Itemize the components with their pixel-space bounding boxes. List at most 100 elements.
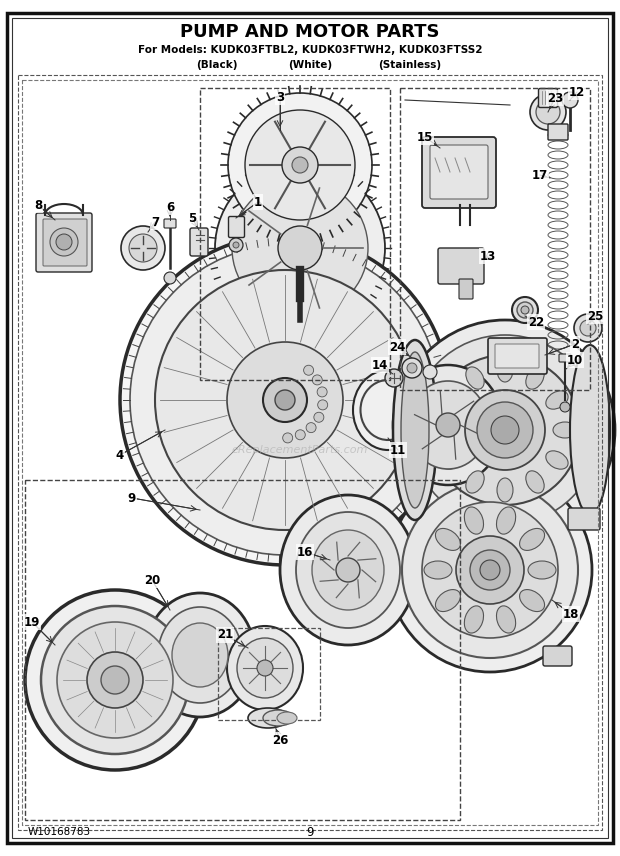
FancyBboxPatch shape — [539, 88, 557, 108]
Circle shape — [521, 306, 529, 314]
Ellipse shape — [401, 352, 429, 508]
FancyBboxPatch shape — [559, 354, 571, 362]
Ellipse shape — [353, 370, 423, 450]
Circle shape — [283, 433, 293, 443]
Bar — [18, 75, 602, 830]
Circle shape — [512, 297, 538, 323]
FancyBboxPatch shape — [36, 213, 92, 272]
Ellipse shape — [280, 495, 416, 645]
Ellipse shape — [497, 358, 513, 382]
Circle shape — [292, 157, 308, 173]
Ellipse shape — [158, 607, 242, 703]
Ellipse shape — [466, 367, 484, 389]
FancyBboxPatch shape — [459, 279, 473, 299]
FancyBboxPatch shape — [430, 145, 488, 199]
Text: 2: 2 — [571, 337, 579, 350]
Ellipse shape — [393, 340, 437, 520]
Circle shape — [395, 320, 615, 540]
Circle shape — [57, 622, 173, 738]
Circle shape — [388, 468, 592, 672]
Ellipse shape — [263, 710, 293, 726]
Ellipse shape — [546, 391, 568, 409]
Ellipse shape — [464, 606, 484, 633]
Circle shape — [314, 413, 324, 422]
Circle shape — [574, 314, 602, 342]
FancyBboxPatch shape — [548, 124, 568, 140]
Circle shape — [402, 482, 578, 658]
Text: 16: 16 — [297, 545, 313, 558]
Ellipse shape — [526, 367, 544, 389]
Circle shape — [560, 402, 570, 412]
Text: 5: 5 — [188, 211, 196, 224]
FancyBboxPatch shape — [43, 219, 87, 266]
Circle shape — [456, 536, 524, 604]
FancyBboxPatch shape — [438, 248, 484, 284]
Text: 9: 9 — [306, 825, 314, 839]
Circle shape — [295, 430, 305, 440]
Text: 6: 6 — [166, 200, 174, 213]
Text: 8: 8 — [34, 199, 42, 211]
Text: 15: 15 — [417, 130, 433, 144]
Circle shape — [317, 387, 327, 397]
FancyBboxPatch shape — [164, 219, 176, 228]
Circle shape — [312, 375, 322, 385]
Circle shape — [480, 560, 500, 580]
Text: 4: 4 — [116, 449, 124, 461]
Circle shape — [229, 238, 243, 252]
Text: 23: 23 — [547, 92, 563, 104]
Bar — [218, 628, 320, 720]
Ellipse shape — [424, 561, 452, 579]
Ellipse shape — [237, 638, 293, 698]
Circle shape — [336, 558, 360, 582]
FancyBboxPatch shape — [190, 228, 208, 256]
FancyBboxPatch shape — [568, 508, 600, 530]
Ellipse shape — [433, 422, 457, 438]
Circle shape — [101, 666, 129, 694]
Circle shape — [477, 402, 533, 458]
Circle shape — [215, 163, 385, 333]
Circle shape — [402, 358, 422, 378]
Ellipse shape — [497, 606, 516, 633]
Circle shape — [282, 147, 318, 183]
Text: 14: 14 — [372, 359, 388, 372]
Circle shape — [317, 400, 328, 410]
Ellipse shape — [435, 590, 461, 611]
Circle shape — [423, 365, 437, 379]
Text: 11: 11 — [390, 443, 406, 456]
Text: 21: 21 — [217, 628, 233, 641]
Text: eReplacementParts.com: eReplacementParts.com — [232, 445, 368, 455]
Ellipse shape — [312, 530, 384, 610]
Text: 12: 12 — [569, 86, 585, 98]
Ellipse shape — [497, 478, 513, 502]
Ellipse shape — [50, 228, 78, 256]
Ellipse shape — [56, 234, 72, 250]
Text: PUMP AND MOTOR PARTS: PUMP AND MOTOR PARTS — [180, 23, 440, 41]
Circle shape — [278, 226, 322, 270]
Bar — [25, 480, 460, 820]
Ellipse shape — [435, 528, 461, 550]
Text: 13: 13 — [480, 249, 496, 263]
Circle shape — [536, 100, 560, 124]
Ellipse shape — [227, 626, 303, 710]
Circle shape — [232, 180, 368, 316]
Text: 1: 1 — [254, 195, 262, 209]
Circle shape — [164, 272, 176, 284]
Circle shape — [263, 378, 307, 422]
Ellipse shape — [277, 712, 297, 724]
Text: 19: 19 — [24, 615, 40, 628]
Circle shape — [580, 320, 596, 336]
Circle shape — [227, 342, 343, 458]
Text: 20: 20 — [144, 574, 160, 586]
Text: W10168783: W10168783 — [28, 827, 91, 837]
FancyBboxPatch shape — [495, 344, 539, 368]
Ellipse shape — [248, 708, 288, 728]
Circle shape — [385, 369, 403, 387]
Circle shape — [130, 245, 440, 555]
Ellipse shape — [553, 422, 577, 438]
Circle shape — [228, 93, 372, 237]
Circle shape — [304, 366, 314, 375]
Text: (Black): (Black) — [197, 60, 237, 70]
Circle shape — [275, 390, 295, 410]
Text: 9: 9 — [128, 491, 136, 504]
Ellipse shape — [393, 365, 503, 485]
